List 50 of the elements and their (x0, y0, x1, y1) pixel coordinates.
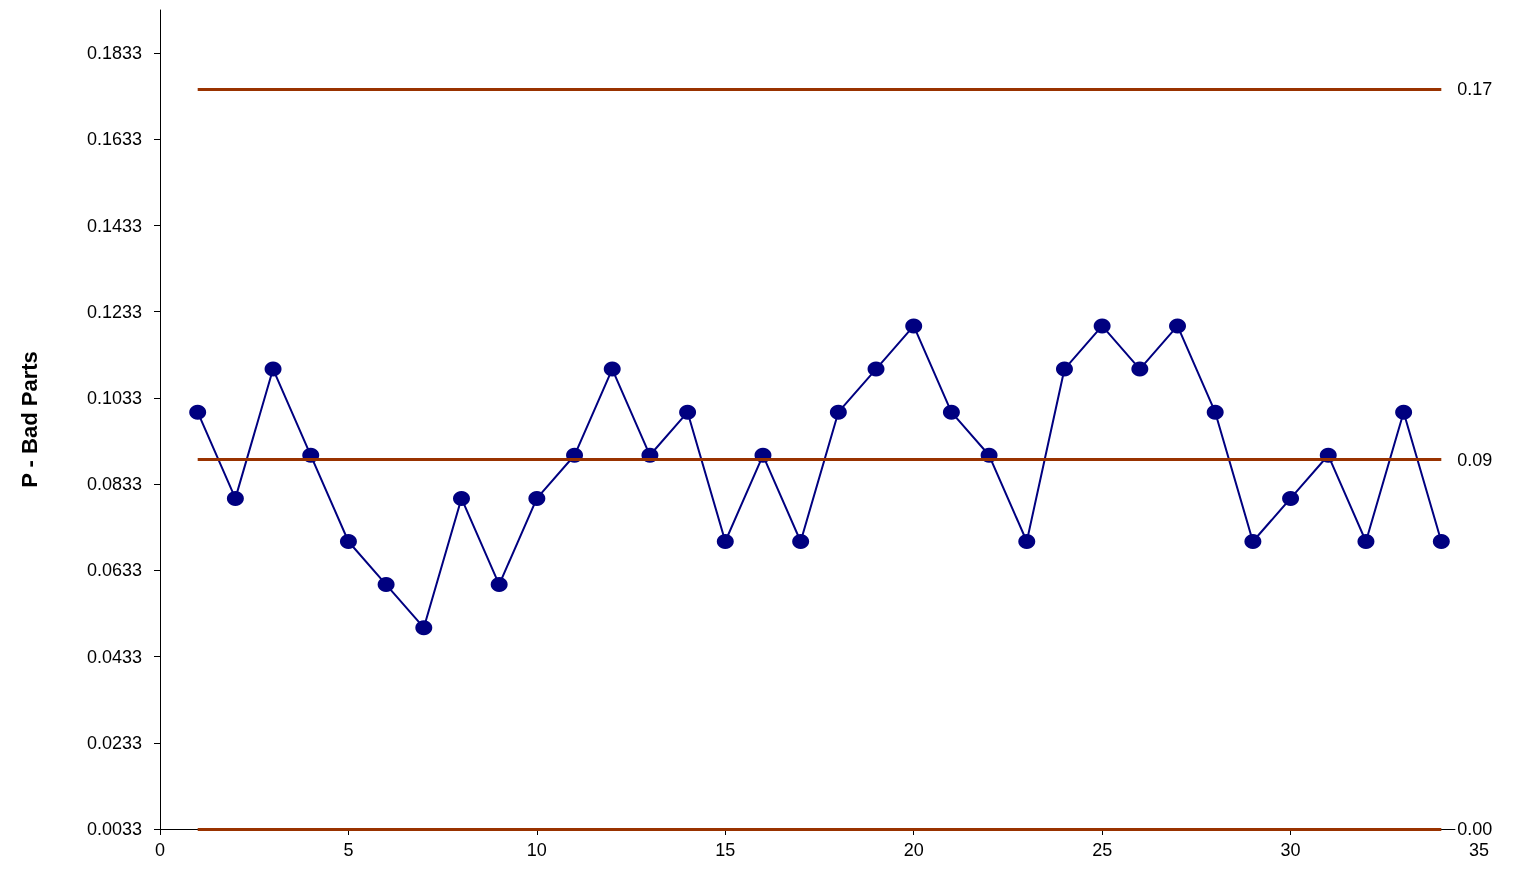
point (528, 490, 546, 506)
point (603, 361, 621, 377)
point (1282, 490, 1300, 506)
point (415, 620, 433, 636)
point (1131, 361, 1149, 377)
point (339, 533, 357, 549)
point (1432, 533, 1450, 549)
ref-line-label: 0.17 (1457, 78, 1493, 99)
x-tick-label: 10 (526, 840, 547, 860)
y-tick-label: 0.1633 (86, 129, 142, 150)
y-tick-label: 0.1433 (86, 215, 142, 236)
x-tick-label: 35 (1468, 840, 1490, 860)
y-tick-label: 0.0033 (86, 819, 142, 839)
y-tick-label: 0.1033 (86, 387, 142, 408)
point (792, 533, 810, 549)
point (490, 577, 508, 593)
point (1018, 533, 1036, 549)
point (905, 318, 923, 334)
point (942, 404, 960, 420)
y-tick-label: 0.0833 (86, 474, 142, 495)
y-tick-label: 0.0233 (86, 732, 142, 753)
y-tick-label: 0.1833 (86, 43, 142, 64)
point (453, 490, 470, 506)
ref-line-label: 0.09 (1457, 449, 1493, 470)
point (1244, 533, 1262, 549)
point (829, 404, 847, 420)
y-axis-title: P - Bad Parts (16, 351, 42, 488)
y-tick-label: 0.1233 (86, 301, 142, 322)
point (377, 577, 395, 593)
point (226, 490, 244, 506)
x-tick-label: 25 (1092, 840, 1113, 860)
point (1395, 404, 1413, 420)
point (189, 404, 207, 420)
point (1055, 361, 1073, 377)
x-tick-label: 15 (715, 840, 736, 860)
ref-line-label: 0.00 (1457, 819, 1493, 839)
point (1357, 533, 1375, 549)
point (1093, 318, 1111, 334)
point (1206, 404, 1224, 420)
x-tick-label: 20 (903, 840, 924, 860)
y-tick-label: 0.0633 (86, 560, 142, 581)
x-tick-label: 0 (154, 840, 166, 860)
point (1169, 318, 1187, 334)
y-tick-label: 0.0433 (86, 646, 142, 667)
point (716, 533, 734, 549)
point (264, 361, 282, 377)
point (679, 404, 697, 420)
x-tick-label: 5 (343, 840, 354, 860)
point (867, 361, 885, 377)
x-tick-label: 30 (1280, 840, 1301, 860)
